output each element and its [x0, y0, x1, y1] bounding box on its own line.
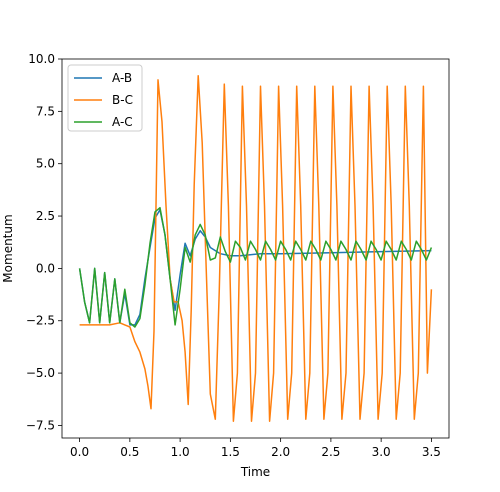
x-tick-label: 1.5: [221, 445, 240, 459]
plot-series: [78, 75, 433, 422]
series-line-a-c: [78, 206, 433, 328]
y-axis-ticks: −7.5 −5.0 −2.5 0.0 2.5 5.0 7.5 10.0: [26, 52, 62, 432]
y-tick-label: 7.5: [36, 104, 55, 118]
x-tick-label: 3.5: [422, 445, 441, 459]
legend: A-B B-C A-C: [67, 64, 143, 132]
y-tick-label: 0.0: [36, 261, 55, 275]
x-tick-label: 0.5: [120, 445, 139, 459]
legend-label-a-c: A-C: [112, 115, 133, 129]
legend-box: [67, 64, 143, 132]
y-tick-label: −7.5: [26, 418, 55, 432]
y-tick-label: −2.5: [26, 314, 55, 328]
x-axis-label: Time: [240, 465, 270, 479]
legend-label-b-c: B-C: [112, 93, 133, 107]
y-axis-label: Momentum: [1, 214, 15, 282]
y-tick-label: 2.5: [36, 209, 55, 223]
x-axis-ticks: 0.0 0.5 1.0 1.5 2.0 2.5 3.0 3.5: [70, 438, 441, 459]
y-tick-label: 10.0: [28, 52, 55, 66]
legend-label-a-b: A-B: [112, 71, 132, 85]
x-tick-label: 1.0: [171, 445, 190, 459]
y-tick-label: −5.0: [26, 366, 55, 380]
series-line-b-c: [79, 75, 433, 422]
x-tick-label: 2.0: [271, 445, 290, 459]
x-tick-label: 3.0: [372, 445, 391, 459]
x-tick-label: 0.0: [70, 445, 89, 459]
axes-frame: [61, 58, 450, 439]
y-tick-label: 5.0: [36, 157, 55, 171]
x-tick-label: 2.5: [321, 445, 340, 459]
